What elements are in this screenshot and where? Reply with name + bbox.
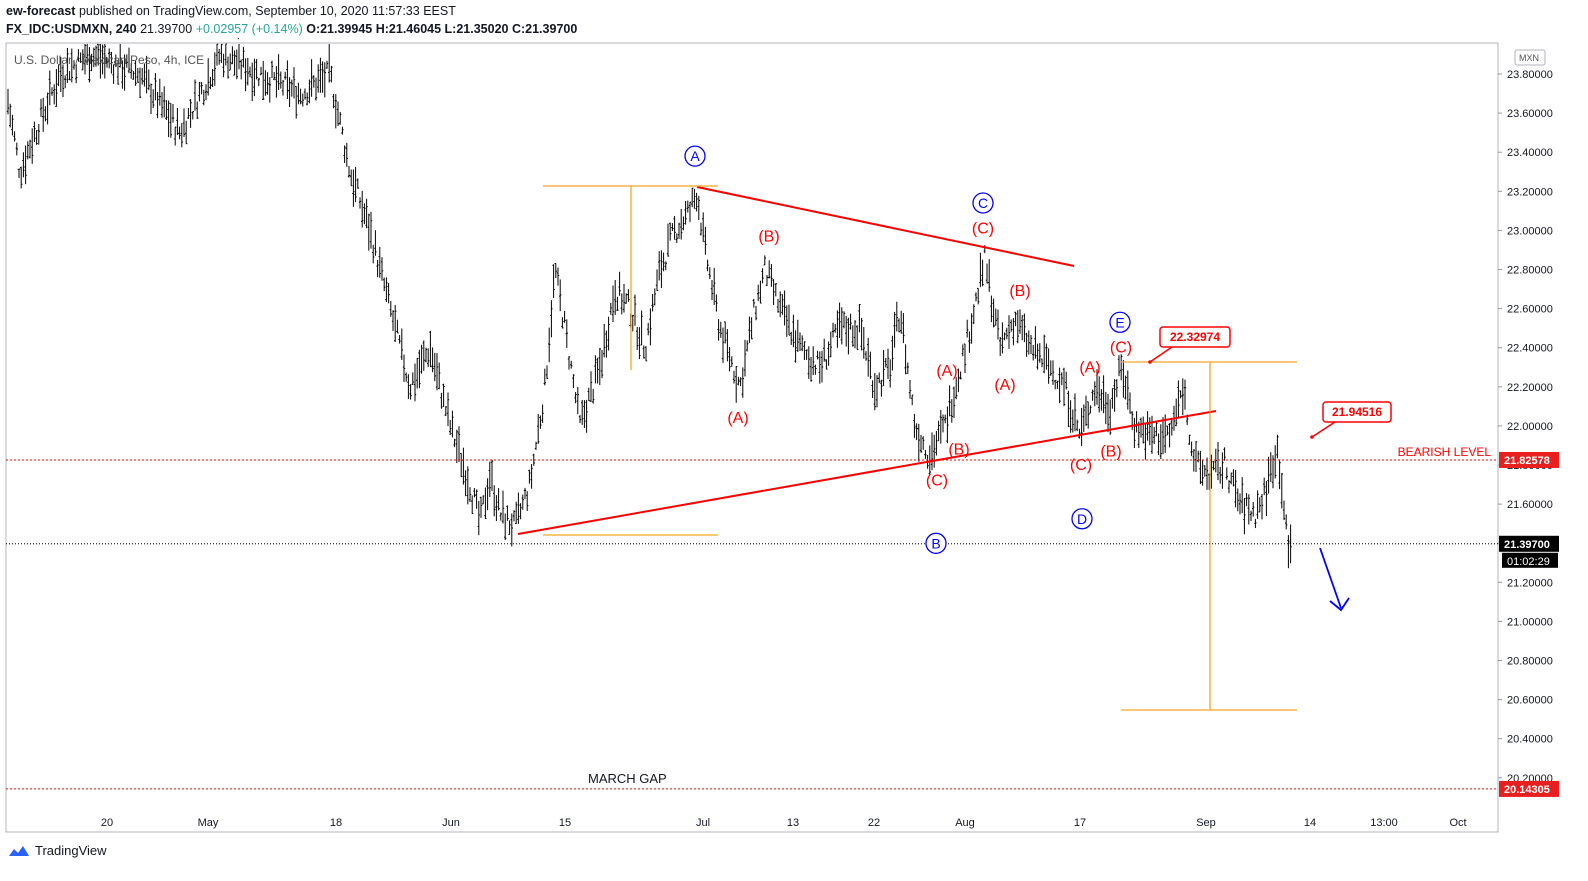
subwave-label: (A) xyxy=(994,377,1015,394)
x-tick-label: 18 xyxy=(330,817,342,829)
currency-label: MXN xyxy=(1519,53,1539,63)
y-tick-label: 23.00000 xyxy=(1507,225,1553,237)
wave-circle-D xyxy=(1071,508,1093,530)
wave-label-D: D xyxy=(1077,511,1087,527)
currency-box xyxy=(1514,49,1546,66)
x-tick-label: 17 xyxy=(1074,817,1086,829)
target-price-box-pointer xyxy=(1149,346,1173,363)
symbol-name[interactable]: FX_IDC:USDMXN, 240 xyxy=(6,22,137,36)
symbol-info: FX_IDC:USDMXN, 240 21.39700 +0.02957 (+0… xyxy=(6,22,577,36)
subwave-label: (A) xyxy=(1079,359,1100,376)
tradingview-logo-icon xyxy=(9,845,29,856)
wave-label-E: E xyxy=(1115,314,1124,330)
y-tick-label: 20.80000 xyxy=(1507,656,1553,668)
publish-text: published on TradingView.com, September … xyxy=(78,4,456,18)
wave-circle-C xyxy=(972,192,994,214)
subwave-label: (C) xyxy=(972,220,994,237)
bearish-price-tag: 21.82578 xyxy=(1504,455,1550,467)
y-tick-label: 22.40000 xyxy=(1507,343,1553,355)
resistance-price-box-dot xyxy=(1310,435,1314,439)
wave-label-B: B xyxy=(931,535,940,551)
subwave-label: (C) xyxy=(926,473,948,490)
subwave-label: (C) xyxy=(1070,457,1092,474)
subwave-label: (B) xyxy=(948,441,969,458)
y-tick-label: 22.20000 xyxy=(1507,382,1553,394)
wave-label-A: A xyxy=(690,148,700,164)
y-tick-label: 20.40000 xyxy=(1507,734,1553,746)
x-tick-label: Sep xyxy=(1196,817,1216,829)
close-value: C:21.39700 xyxy=(511,22,578,36)
subwave-label: (C) xyxy=(1110,340,1132,357)
x-tick-label: 20 xyxy=(101,817,113,829)
lower-trendline xyxy=(517,410,1217,535)
x-tick-label: Oct xyxy=(1449,817,1466,829)
wave-circle-E xyxy=(1109,311,1131,333)
x-tick-label: 14 xyxy=(1304,817,1316,829)
y-tick-label: 22.60000 xyxy=(1507,304,1553,316)
x-tick-label: 15 xyxy=(559,817,571,829)
upper-trendline xyxy=(696,186,1075,267)
publish-info: ew-forecast published on TradingView.com… xyxy=(6,4,456,18)
resistance-price-box-box xyxy=(1322,401,1392,423)
wave-label-C: C xyxy=(978,195,988,211)
high-value: H:21.46045 xyxy=(375,22,442,36)
march-gap-label: MARCH GAP xyxy=(588,771,667,786)
bearish-level-label: BEARISH LEVEL xyxy=(1398,445,1492,459)
y-tick-label: 23.40000 xyxy=(1507,147,1553,159)
resistance-price-box-pointer xyxy=(1311,421,1336,438)
wave-circle-B xyxy=(925,532,947,554)
current-price-tag: 21.39700 xyxy=(1504,539,1550,551)
author-name[interactable]: ew-forecast xyxy=(6,4,76,18)
march-gap-price-tag: 20.14305 xyxy=(1504,784,1550,796)
tradingview-brand[interactable]: TradingView xyxy=(8,843,107,858)
plot-frame xyxy=(5,42,1499,833)
x-tick-label: 22 xyxy=(868,817,880,829)
x-tick-label: Aug xyxy=(955,817,975,829)
wave-circle-A xyxy=(684,145,706,167)
subwave-label: (B) xyxy=(1009,283,1030,300)
last-price: 21.39700 xyxy=(140,22,193,36)
x-tick-label: Jun xyxy=(442,817,460,829)
low-value: L:21.35020 xyxy=(444,22,509,36)
target-price-box-dot xyxy=(1148,360,1152,364)
target-price-box: 22.32974 xyxy=(1170,330,1220,344)
y-tick-label: 23.80000 xyxy=(1507,69,1553,81)
subwave-label: (A) xyxy=(727,410,748,427)
x-tick-label: 13 xyxy=(787,817,799,829)
y-tick-label: 23.20000 xyxy=(1507,186,1553,198)
y-tick-label: 21.20000 xyxy=(1507,577,1553,589)
forecast-arrow-head xyxy=(1329,597,1350,612)
current-price-tag-bg xyxy=(1499,535,1559,552)
y-tick-label: 22.80000 xyxy=(1507,265,1553,277)
y-tick-label: 23.60000 xyxy=(1507,108,1553,120)
chart-title-label: U.S. Dollar / Mexican Peso, 4h, ICE xyxy=(14,53,204,67)
subwave-label: (B) xyxy=(758,228,779,245)
y-tick-label: 21.00000 xyxy=(1507,616,1553,628)
x-tick-label: Jul xyxy=(696,817,710,829)
brand-label: TradingView xyxy=(35,843,107,858)
countdown-bg xyxy=(1502,552,1558,568)
bearish-price-tag-bg xyxy=(1499,451,1559,468)
subwave-label: (A) xyxy=(936,363,957,380)
price-change: +0.02957 (+0.14%) xyxy=(195,22,303,36)
subwave-label: (B) xyxy=(1100,443,1121,460)
x-tick-label: May xyxy=(198,817,219,829)
open-value: O:21.39945 xyxy=(306,22,373,36)
resistance-price-box: 21.94516 xyxy=(1332,405,1382,419)
target-price-box-box xyxy=(1159,326,1231,348)
countdown-tag: 01:02:29 xyxy=(1507,556,1550,568)
march-gap-price-tag-bg xyxy=(1499,780,1559,797)
y-tick-label: 20.60000 xyxy=(1507,695,1553,707)
x-tick-label: 13:00 xyxy=(1370,817,1398,829)
y-tick-label: 21.60000 xyxy=(1507,499,1553,511)
y-tick-label: 22.00000 xyxy=(1507,421,1553,433)
forecast-arrow-shaft xyxy=(1319,547,1342,609)
